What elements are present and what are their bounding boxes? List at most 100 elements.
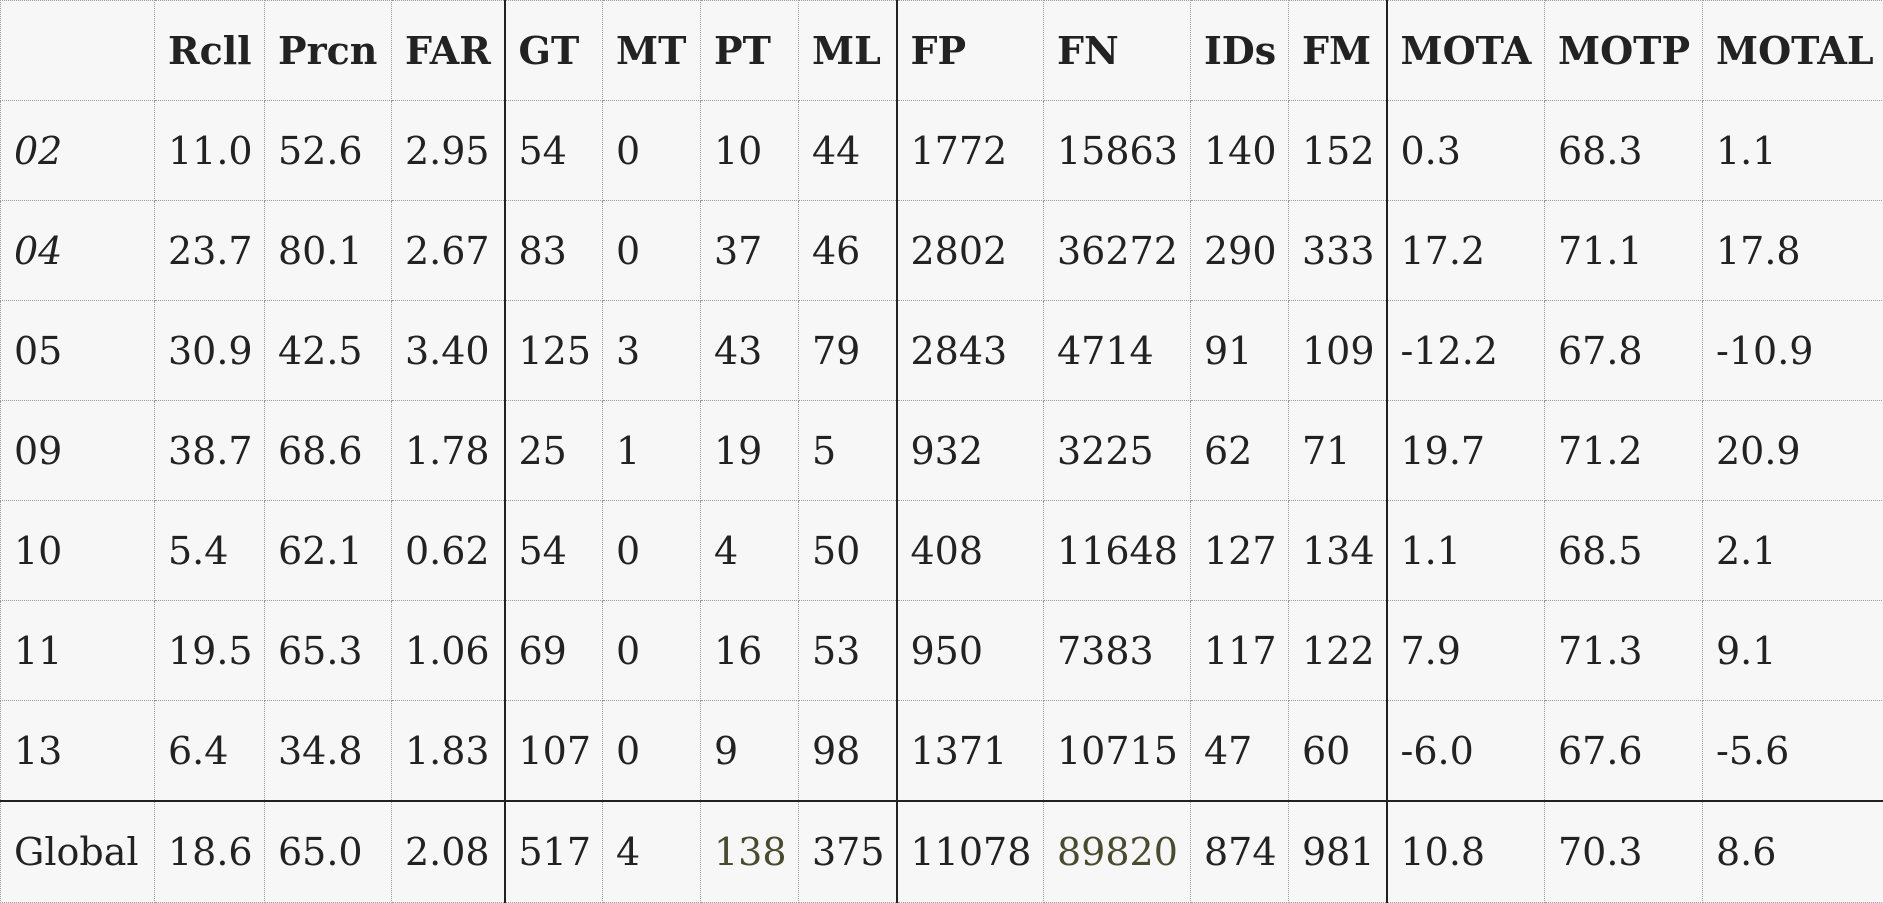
cell-fn: 89820 [1043,800,1191,903]
header-far: FAR [391,0,505,101]
header-pt: PT [700,0,799,101]
header-fm: FM [1288,0,1387,101]
cell-gt: 125 [503,300,603,401]
header-fn: FN [1043,0,1191,101]
cell-mt: 4 [602,800,701,903]
cell-fm: 122 [1288,600,1387,701]
cell-far: 0.62 [391,500,505,601]
cell-motal: -5.6 [1702,700,1883,802]
header-mt: MT [602,0,701,101]
cell-motal: 2.1 [1702,500,1883,601]
cell-motal: 20.9 [1702,400,1883,501]
cell-mota: 1.1 [1385,500,1545,601]
cell-motal: 9.1 [1702,600,1883,701]
cell-mota: -6.0 [1385,700,1545,802]
cell-fm: 60 [1288,700,1387,802]
cell-motp: 71.1 [1544,200,1703,301]
table-row: 11 19.5 65.3 1.06 69 0 16 53 950 7383 117 122 7.9 71.… [0,600,1883,701]
table-row: 04 23.7 80.1 2.67 83 0 37 46 2802 36272 290 333 17.2… [0,200,1883,301]
cell-prcn: 68.6 [264,400,392,501]
cell-fp: 2802 [895,200,1044,301]
cell-prcn: 65.0 [264,800,392,903]
cell-mt: 0 [602,200,701,301]
cell-motal: -10.9 [1702,300,1883,401]
cell-sequence: 13 [0,700,155,802]
cell-far: 1.83 [391,700,505,802]
cell-ids: 290 [1190,200,1289,301]
cell-fm: 109 [1288,300,1387,401]
cell-gt: 83 [503,200,603,301]
cell-far: 1.78 [391,400,505,501]
cell-motp: 67.8 [1544,300,1703,401]
cell-sequence: 10 [0,500,155,601]
cell-pt: 43 [700,300,799,401]
table-row: 02 11.0 52.6 2.95 54 0 10 44 1772 15863 140 152 0.3 6… [0,100,1883,201]
cell-ids: 127 [1190,500,1289,601]
cell-pt: 138 [700,800,799,903]
cell-mota: -12.2 [1385,300,1545,401]
cell-gt: 25 [503,400,603,501]
cell-sequence: 04 [0,200,155,301]
cell-fp: 1371 [895,700,1044,802]
cell-ids: 62 [1190,400,1289,501]
cell-prcn: 42.5 [264,300,392,401]
cell-rcll: 6.4 [154,700,265,802]
cell-mt: 0 [602,700,701,802]
cell-prcn: 80.1 [264,200,392,301]
cell-pt: 4 [700,500,799,601]
cell-ml: 5 [798,400,897,501]
cell-far: 1.06 [391,600,505,701]
cell-fp: 1772 [895,100,1044,201]
cell-fp: 950 [895,600,1044,701]
header-fp: FP [895,0,1044,101]
cell-sequence: 09 [0,400,155,501]
cell-fp: 932 [895,400,1044,501]
table-row: 10 5.4 62.1 0.62 54 0 4 50 408 11648 127 134 1.1 68.5… [0,500,1883,601]
cell-ids: 91 [1190,300,1289,401]
cell-ml: 46 [798,200,897,301]
cell-sequence: 11 [0,600,155,701]
cell-gt: 107 [503,700,603,802]
cell-fn: 10715 [1043,700,1191,802]
cell-prcn: 34.8 [264,700,392,802]
cell-fm: 134 [1288,500,1387,601]
cell-mt: 1 [602,400,701,501]
header-rcll: Rcll [154,0,265,101]
cell-motp: 70.3 [1544,800,1703,903]
cell-rcll: 30.9 [154,300,265,401]
cell-ml: 79 [798,300,897,401]
cell-pt: 10 [700,100,799,201]
cell-rcll: 18.6 [154,800,265,903]
cell-fm: 71 [1288,400,1387,501]
cell-pt: 16 [700,600,799,701]
table-row: 13 6.4 34.8 1.83 107 0 9 98 1371 10715 47 60 -6.0 67.… [0,700,1883,802]
table-row: 09 38.7 68.6 1.78 25 1 19 5 932 3225 62 71 19.7 71.2 2… [0,400,1883,501]
cell-fm: 981 [1288,800,1387,903]
cell-fm: 152 [1288,100,1387,201]
cell-fn: 15863 [1043,100,1191,201]
cell-pt: 9 [700,700,799,802]
header-gt: GT [503,0,603,101]
cell-fp: 11078 [895,800,1044,903]
cell-motal: 1.1 [1702,100,1883,201]
table-row: 05 30.9 42.5 3.40 125 3 43 79 2843 4714 91 109 -12.2… [0,300,1883,401]
cell-fp: 408 [895,500,1044,601]
cell-ml: 44 [798,100,897,201]
cell-ml: 375 [798,800,897,903]
cell-mt: 0 [602,500,701,601]
cell-fm: 333 [1288,200,1387,301]
cell-prcn: 62.1 [264,500,392,601]
cell-prcn: 65.3 [264,600,392,701]
header-sequence [0,0,155,101]
cell-ids: 874 [1190,800,1289,903]
cell-mota: 19.7 [1385,400,1545,501]
header-mota: MOTA [1385,0,1545,101]
cell-pt: 37 [700,200,799,301]
cell-ml: 50 [798,500,897,601]
cell-fn: 3225 [1043,400,1191,501]
cell-ml: 98 [798,700,897,802]
cell-mota: 10.8 [1385,800,1545,903]
cell-ids: 117 [1190,600,1289,701]
cell-sequence: 02 [0,100,155,201]
cell-far: 3.40 [391,300,505,401]
